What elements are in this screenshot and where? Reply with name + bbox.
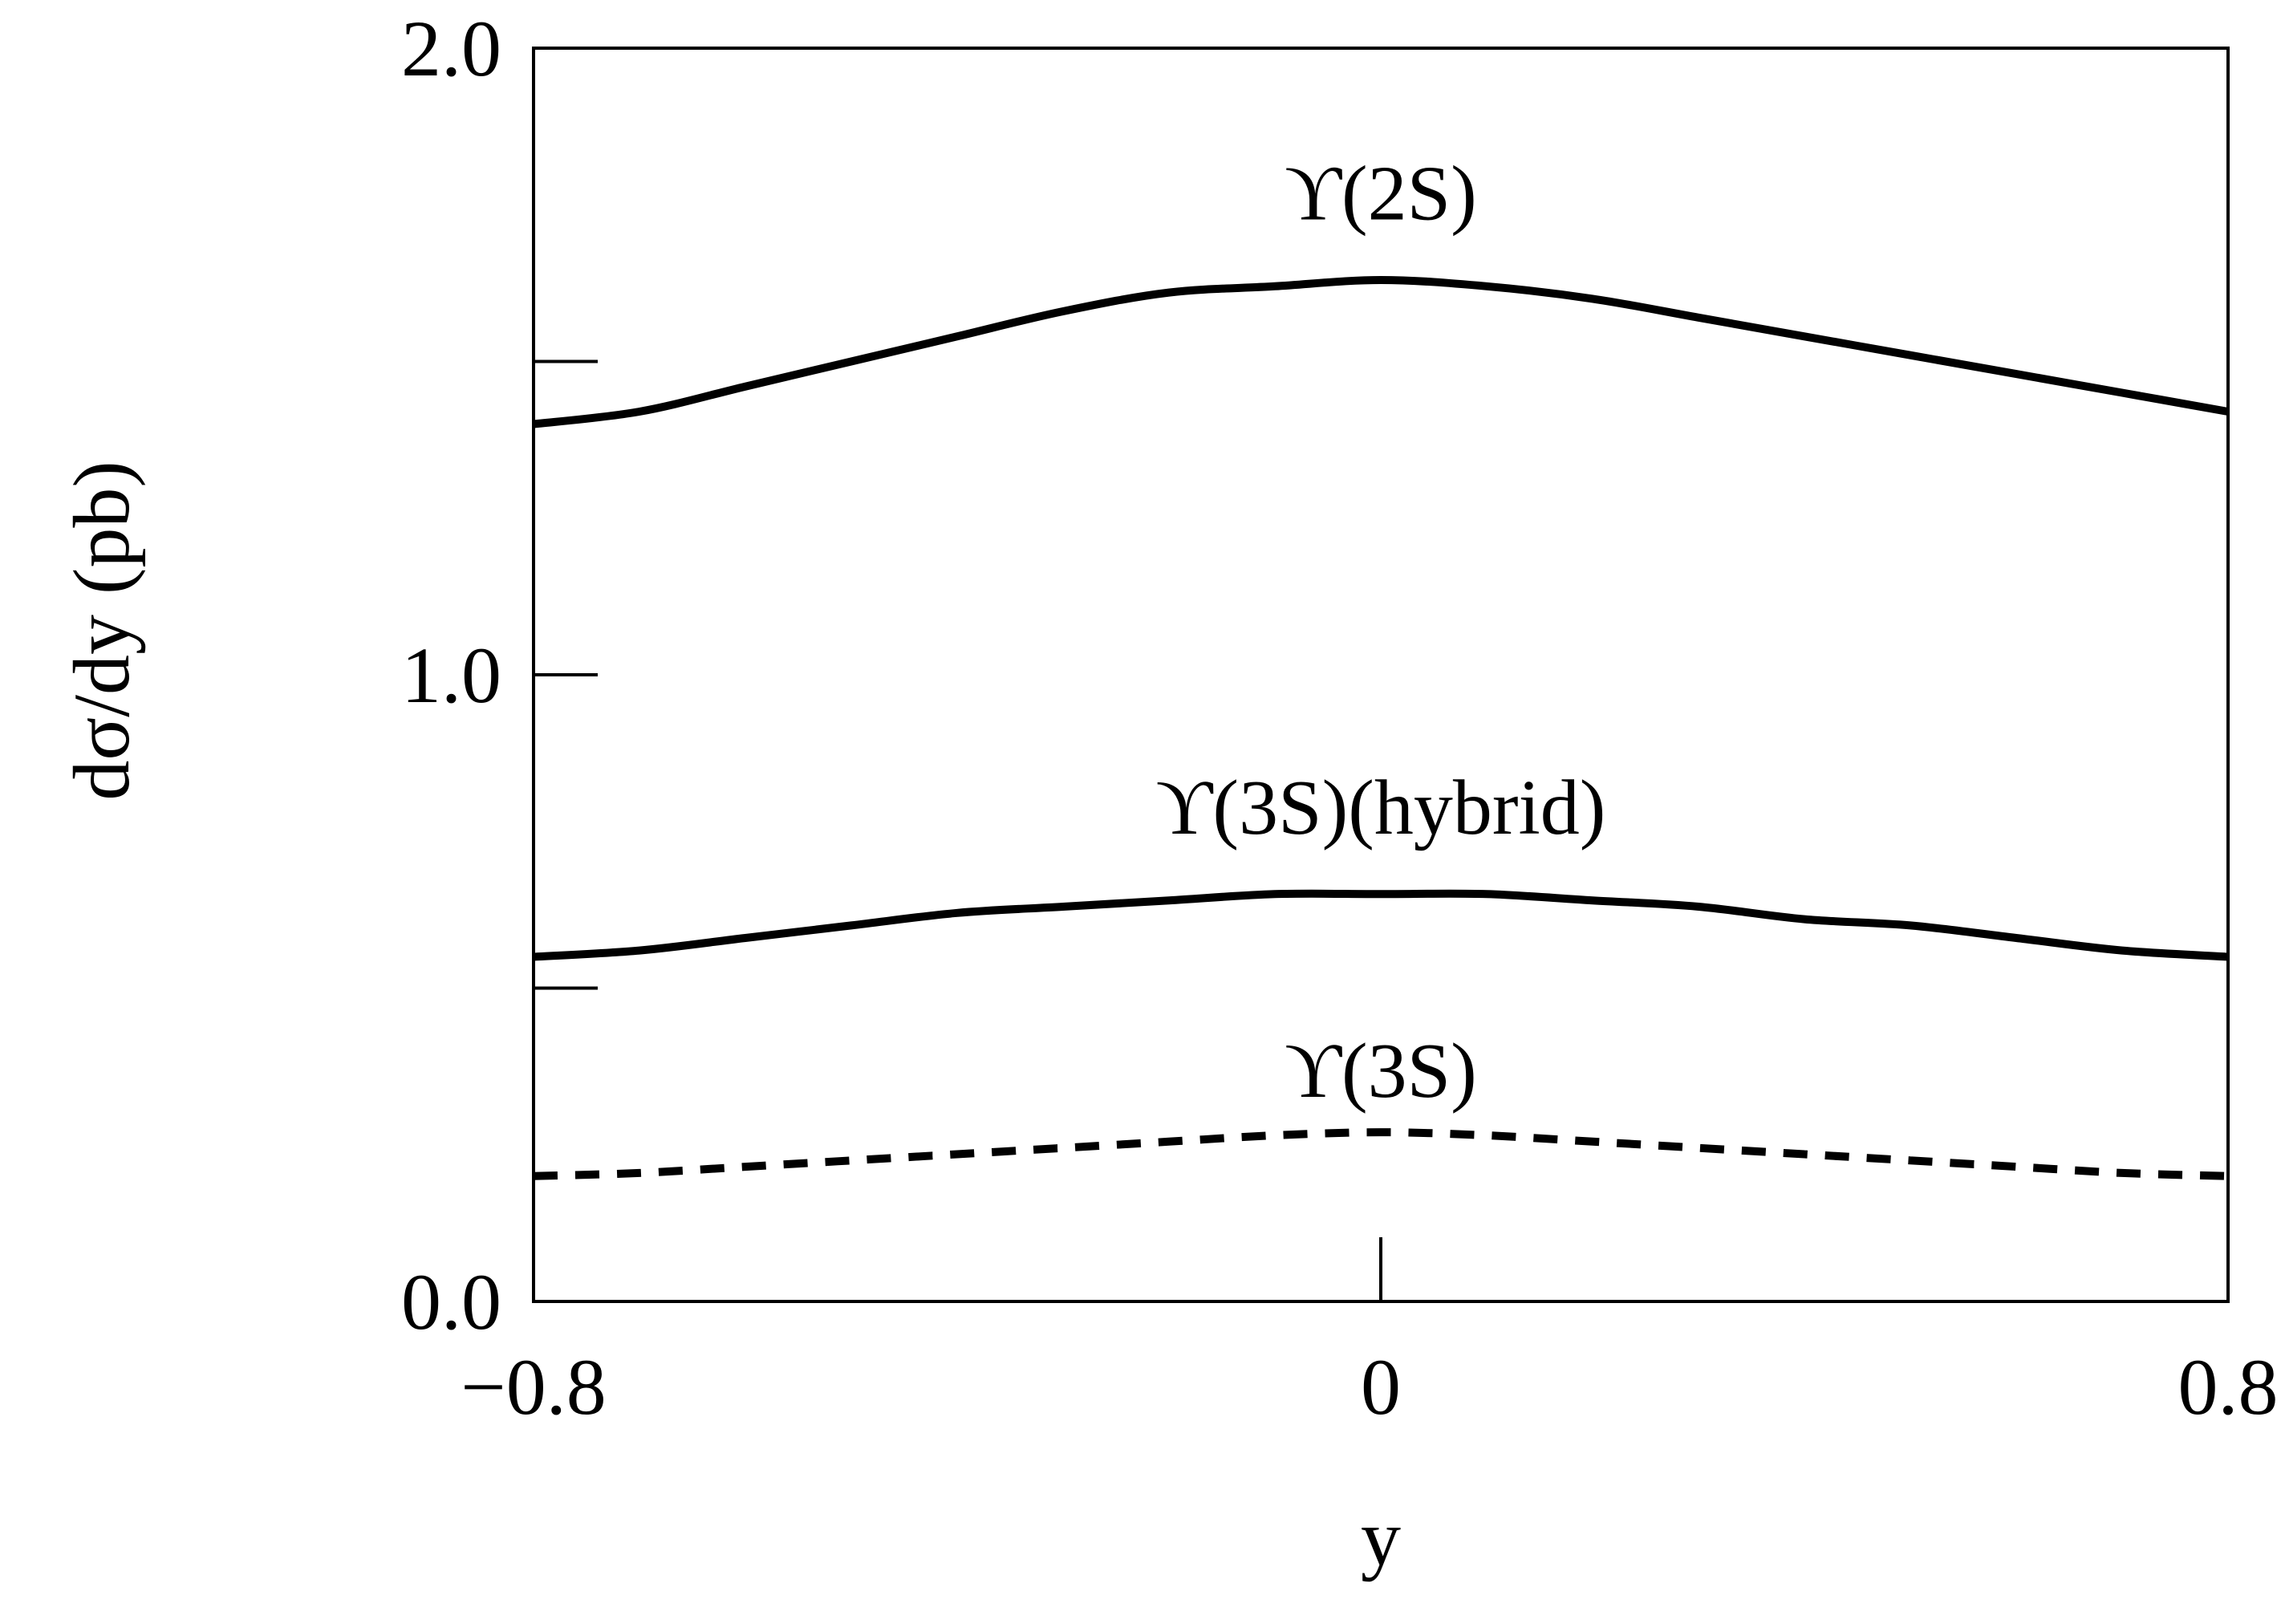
- y-tick-label: 0.0: [401, 1257, 501, 1346]
- x-tick-label: 0: [1361, 1342, 1401, 1431]
- series-line: [533, 275, 2229, 428]
- series-labels: ϒ(2S) ϒ(3S)(hybrid) ϒ(3S): [1156, 151, 1606, 1114]
- x-tick-label: −0.8: [461, 1342, 606, 1431]
- series-label: ϒ(2S): [1285, 151, 1477, 238]
- x-tick-label: 0.8: [2178, 1342, 2279, 1431]
- series-line: [533, 1128, 2229, 1180]
- series-label: ϒ(3S): [1285, 1028, 1477, 1114]
- axis-ticks: [534, 359, 1382, 1301]
- tick-labels: 0.0 1.0 2.0 −0.8 0 0.8: [401, 4, 2279, 1431]
- y-axis-label: dσ/dy (pb): [57, 461, 146, 800]
- y-tick-label: 1.0: [401, 631, 501, 720]
- y-tick-label: 2.0: [401, 4, 501, 93]
- chart-marks: [533, 275, 2229, 1180]
- x-axis-label: y: [1361, 1493, 1401, 1582]
- series-label: ϒ(3S)(hybrid): [1156, 765, 1606, 851]
- series-line: [533, 889, 2229, 961]
